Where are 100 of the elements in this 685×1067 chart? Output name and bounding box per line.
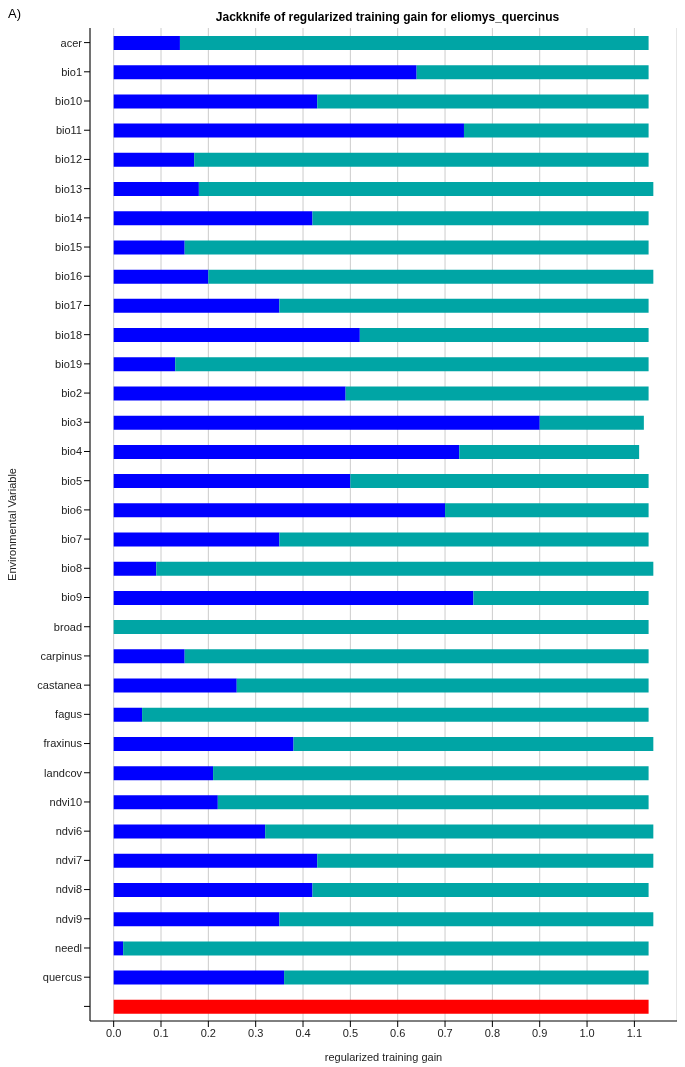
bar [113,444,460,459]
bar [459,444,640,459]
y-tick-label: bio19 [55,357,82,370]
bar [113,269,209,284]
y-tick-label: ndvi6 [55,825,82,838]
bar [345,386,649,401]
x-tick-label: 0.7 [437,1026,453,1039]
bar [113,65,417,80]
bar [184,240,649,255]
bar [473,590,649,605]
bar [312,882,649,897]
bar [317,94,649,109]
bar [279,912,654,927]
bar [113,999,649,1014]
bar [156,561,654,576]
y-tick-label: acer [60,36,83,49]
x-tick-label: 0.6 [390,1026,406,1039]
bar [113,532,280,547]
bar [293,736,654,751]
y-tick-label: bio8 [61,562,82,575]
y-tick-label: fraxinus [43,737,83,750]
x-axis-title: regularized training gain [324,1051,443,1063]
bar [113,795,218,810]
bar [113,561,157,576]
bar [284,970,649,985]
x-tick-label: 0.1 [153,1026,169,1039]
y-tick-label: bio11 [55,124,82,137]
x-tick-label: 0.3 [248,1026,264,1039]
bar [445,503,649,518]
x-tick-label: 1.1 [626,1026,643,1039]
y-tick-label: bio13 [55,182,82,195]
bar [279,532,649,547]
y-tick-label: ndvi9 [55,912,82,925]
bar [113,590,474,605]
y-tick-label: broad [53,620,82,633]
bar [113,736,294,751]
y-tick-label: ndvi8 [55,883,82,896]
x-tick-label: 0.0 [106,1026,122,1039]
y-tick-label: bio7 [61,533,82,546]
y-tick-label: fagus [55,708,83,721]
bar [113,415,540,430]
y-tick-label: quercus [42,971,83,984]
chart-title: Jackknife of regularized training gain for eliomys_quercinus [214,10,561,24]
bar [113,211,313,226]
bar [113,678,237,693]
x-tick-label: 1.0 [579,1026,595,1039]
bar [208,269,654,284]
bar [350,474,649,489]
bar [179,36,649,50]
bar [184,649,649,664]
y-tick-label: bio1 [61,65,82,78]
bar [317,853,654,868]
text: A) [8,6,21,21]
bar [113,503,446,518]
y-tick-label: bio2 [61,386,82,399]
x-tick-label: 0.4 [295,1026,311,1039]
bar [236,678,649,693]
bar [113,474,351,489]
bar [359,328,649,343]
bar [113,707,143,722]
y-tick-label: bio10 [55,94,82,107]
y-tick-label: bio4 [61,445,82,458]
y-tick-label: carpinus [40,649,83,662]
bar [113,240,185,255]
bar [175,357,649,372]
bar [113,182,199,197]
bar [113,123,464,138]
y-tick-label: bio3 [61,416,82,429]
bar [113,941,124,956]
y-tick-label: bio6 [61,503,82,516]
bar [123,941,649,956]
y-tick-label: ndvi7 [55,854,82,867]
bar [113,152,195,167]
bar [539,415,644,430]
bar [113,853,318,868]
y-tick-label: needl [55,941,82,954]
y-tick-label: landcov [44,766,83,779]
bar [279,298,649,313]
bar [113,36,180,50]
bar [113,824,266,839]
bar [113,298,280,313]
bar [113,620,649,635]
bar [113,386,346,401]
bar [312,211,649,226]
bar [213,766,649,781]
y-tick-label: bio15 [55,240,82,253]
bar [463,123,649,138]
y-tick-label: bio18 [55,328,82,341]
bar [113,649,185,664]
bar [265,824,654,839]
y-tick-label: bio16 [55,270,82,283]
y-tick-label: bio12 [55,153,82,166]
bar [113,970,285,985]
y-tick-label: bio9 [61,591,82,604]
bar [113,766,214,781]
y-tick-label: bio14 [55,211,82,224]
x-tick-label: 0.9 [532,1026,548,1039]
x-tick-label: 0.2 [200,1026,216,1039]
bar [194,152,649,167]
bar [113,357,176,372]
